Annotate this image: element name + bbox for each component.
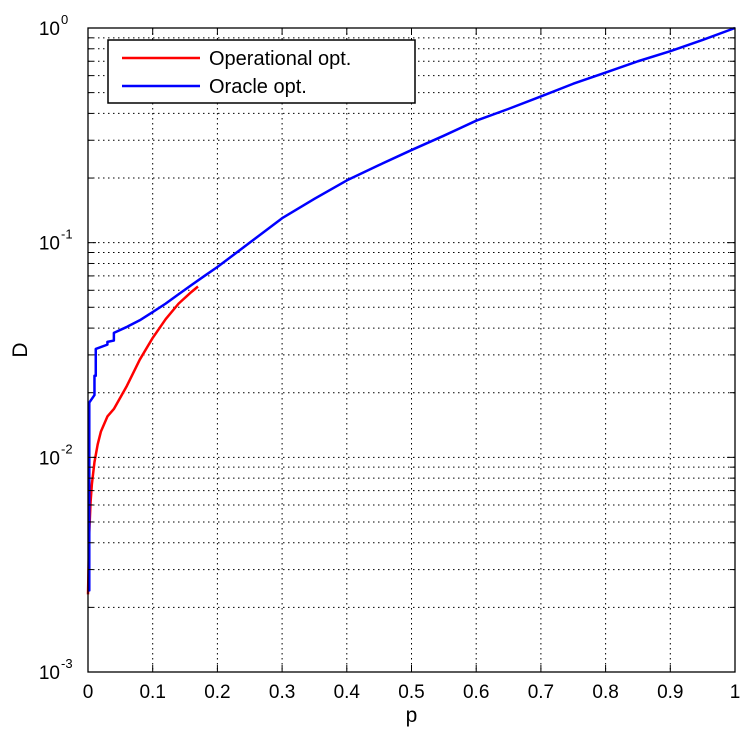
y-tick-exponent-2: -1 <box>61 227 73 242</box>
x-tick-label-2: 0.2 <box>204 682 230 703</box>
x-tick-label-10: 1 <box>730 682 741 703</box>
x-tick-label-7: 0.7 <box>528 682 554 703</box>
x-tick-label-0: 0 <box>83 682 94 703</box>
x-tick-label-1: 0.1 <box>139 682 165 703</box>
y-tick-label-0: 10 <box>39 663 60 684</box>
y-tick-label-3: 10 <box>39 19 60 40</box>
x-tick-label-9: 0.9 <box>657 682 683 703</box>
x-tick-label-3: 0.3 <box>269 682 295 703</box>
y-tick-label-2: 10 <box>39 234 60 255</box>
legend-entry-operational: Operational opt. <box>209 48 351 70</box>
x-axis-label: p <box>406 704 418 727</box>
legend-entry-oracle: Oracle opt. <box>209 76 307 98</box>
y-tick-exponent-1: -2 <box>61 441 73 456</box>
y-tick-label-1: 10 <box>39 448 60 469</box>
y-axis-label: D <box>9 342 32 357</box>
legend: Operational opt. Oracle opt. <box>108 40 415 103</box>
y-tick-exponent-0: -3 <box>61 656 73 671</box>
x-tick-label-6: 0.6 <box>463 682 489 703</box>
x-tick-label-5: 0.5 <box>398 682 424 703</box>
x-tick-label-4: 0.4 <box>334 682 361 703</box>
y-tick-exponent-3: 0 <box>61 12 68 27</box>
x-tick-label-8: 0.8 <box>592 682 618 703</box>
